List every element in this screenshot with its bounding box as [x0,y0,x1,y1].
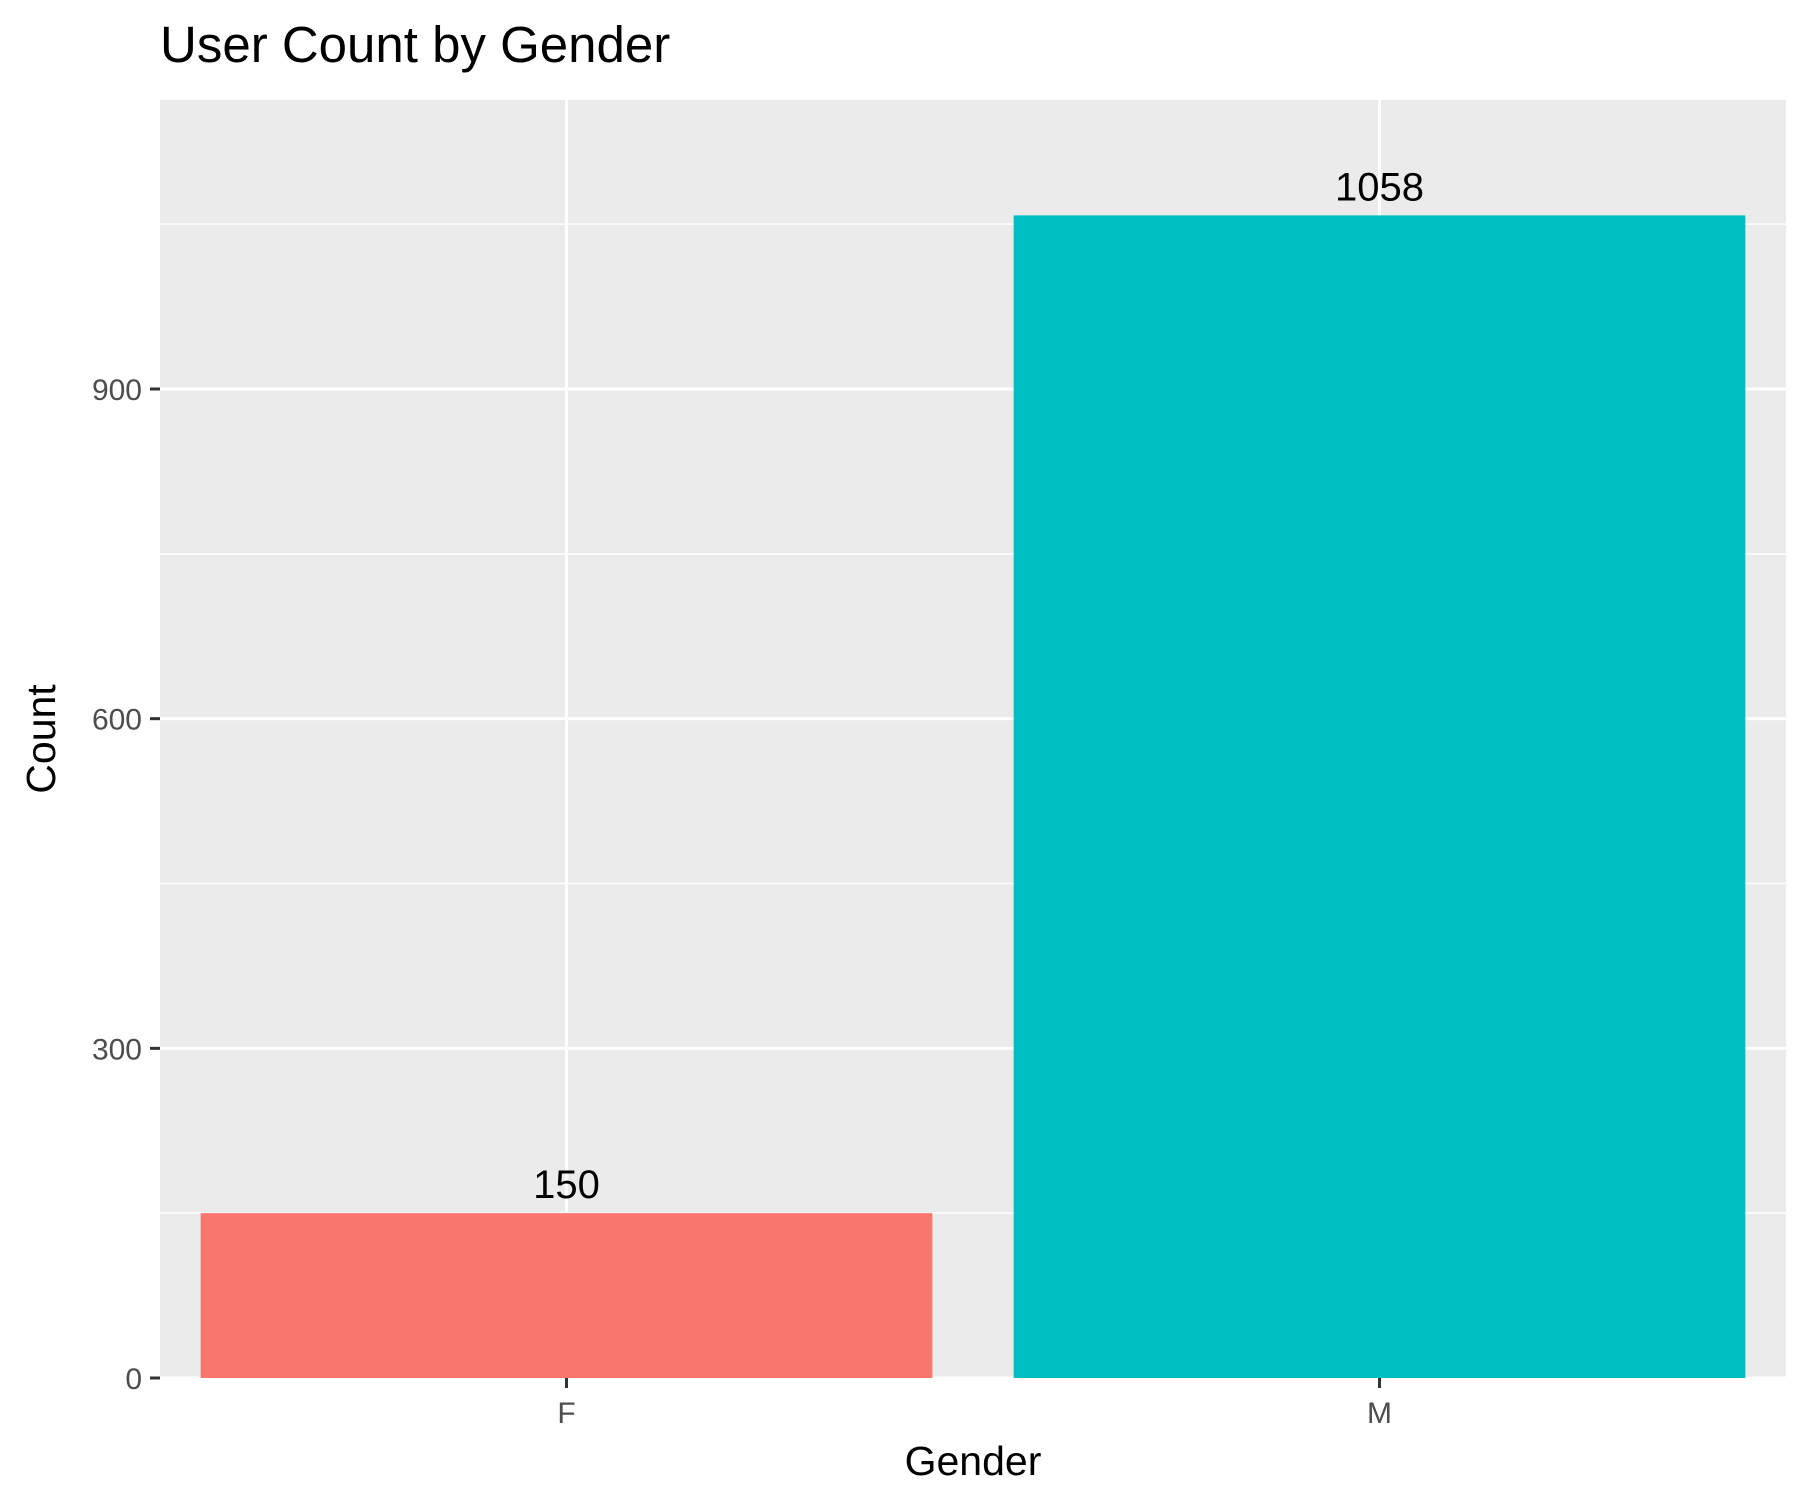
y-tick-label: 600 [92,704,142,737]
y-axis-title: Count [18,684,64,794]
chart-title: User Count by Gender [160,16,670,73]
data-label-F: 150 [533,1163,600,1207]
x-tick-label: M [1367,1397,1392,1430]
y-axis: 0 300 600 900 [92,374,160,1396]
y-tick-label: 300 [92,1033,142,1066]
bars [200,215,1746,1379]
bar-M [1013,215,1746,1379]
x-tick-label: F [557,1397,575,1430]
data-labels: 150 1058 [533,165,1424,1207]
data-label-M: 1058 [1335,165,1424,209]
y-tick-label: 900 [92,374,142,407]
x-axis-title: Gender [905,1438,1042,1484]
bar-F [200,1213,933,1378]
y-tick-label: 0 [125,1363,142,1396]
